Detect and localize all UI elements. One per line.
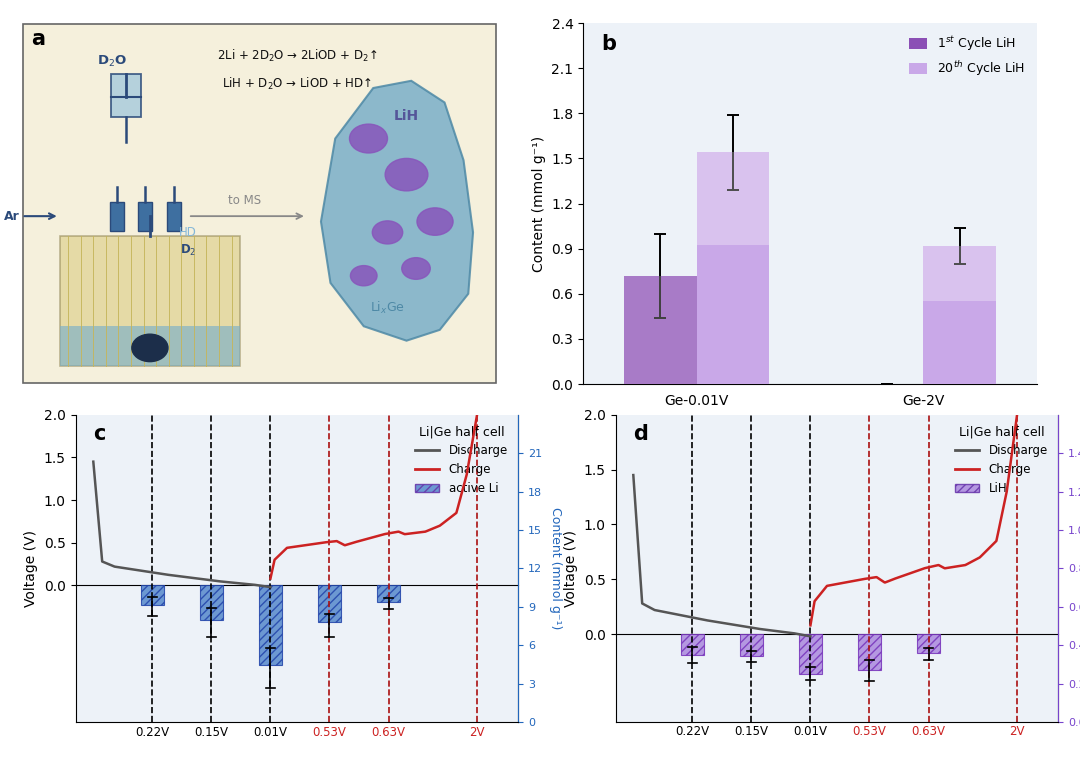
FancyBboxPatch shape — [109, 202, 124, 230]
Circle shape — [132, 334, 168, 362]
Circle shape — [350, 266, 377, 286]
Text: Ar: Ar — [3, 210, 19, 223]
Bar — [740, 634, 762, 656]
Y-axis label: Voltage (V): Voltage (V) — [565, 530, 578, 607]
Bar — [377, 585, 400, 602]
Text: D$_2$: D$_2$ — [179, 243, 197, 258]
Legend: Discharge, Charge, LiH: Discharge, Charge, LiH — [950, 421, 1053, 500]
Bar — [141, 585, 163, 605]
Text: LiH + D$_2$O → LiOD + HD↑: LiH + D$_2$O → LiOD + HD↑ — [222, 76, 373, 92]
Text: 2Li + 2D$_2$O → 2LiOD + D$_2$↑: 2Li + 2D$_2$O → 2LiOD + D$_2$↑ — [217, 48, 377, 64]
Text: a: a — [31, 29, 45, 49]
Legend: Discharge, Charge, active Li: Discharge, Charge, active Li — [410, 421, 513, 500]
FancyBboxPatch shape — [111, 74, 141, 117]
FancyBboxPatch shape — [59, 326, 240, 366]
Bar — [859, 634, 880, 670]
Text: 0.63V: 0.63V — [912, 724, 945, 737]
FancyBboxPatch shape — [624, 276, 697, 384]
FancyBboxPatch shape — [59, 236, 240, 366]
Y-axis label: Voltage (V): Voltage (V) — [25, 530, 38, 607]
Text: to MS: to MS — [228, 194, 261, 207]
Circle shape — [373, 221, 403, 244]
Text: D$_2$O: D$_2$O — [97, 54, 126, 68]
FancyBboxPatch shape — [138, 202, 152, 230]
Circle shape — [386, 158, 428, 191]
Y-axis label: Content (mmol g⁻¹): Content (mmol g⁻¹) — [549, 507, 562, 630]
Bar — [259, 585, 282, 665]
Text: 0.22V: 0.22V — [135, 726, 170, 739]
Text: 0.53V: 0.53V — [852, 724, 887, 737]
Text: 0.01V: 0.01V — [794, 724, 827, 737]
Text: c: c — [93, 424, 106, 444]
Bar — [799, 634, 822, 674]
Bar — [697, 152, 769, 384]
Text: 0.63V: 0.63V — [372, 726, 405, 739]
Text: 0.53V: 0.53V — [312, 726, 347, 739]
Text: 2V: 2V — [1010, 724, 1025, 737]
Text: LiH: LiH — [394, 110, 419, 124]
Bar — [624, 276, 697, 384]
Bar — [923, 246, 996, 384]
Text: b: b — [602, 34, 617, 54]
Circle shape — [350, 124, 388, 153]
Text: 0.22V: 0.22V — [675, 724, 710, 737]
Text: d: d — [633, 424, 648, 444]
Text: Li$_x$Ge: Li$_x$Ge — [370, 300, 405, 316]
Y-axis label: Content (mmol g⁻¹): Content (mmol g⁻¹) — [531, 135, 545, 272]
FancyBboxPatch shape — [697, 152, 769, 245]
Polygon shape — [321, 81, 473, 341]
Circle shape — [402, 258, 430, 280]
Bar — [917, 634, 940, 654]
Bar — [200, 585, 222, 620]
Text: 0.01V: 0.01V — [254, 726, 287, 739]
Legend: 1$^{st}$ Cycle LiH, 20$^{th}$ Cycle LiH: 1$^{st}$ Cycle LiH, 20$^{th}$ Cycle LiH — [904, 29, 1030, 83]
FancyBboxPatch shape — [23, 24, 496, 383]
FancyBboxPatch shape — [923, 246, 996, 301]
Text: 0.15V: 0.15V — [194, 726, 228, 739]
Text: HD: HD — [179, 226, 197, 239]
FancyBboxPatch shape — [166, 202, 180, 230]
Bar — [681, 634, 703, 655]
Bar — [319, 585, 340, 622]
Text: 0.15V: 0.15V — [734, 724, 768, 737]
Circle shape — [417, 208, 454, 235]
Text: 2V: 2V — [470, 726, 485, 739]
